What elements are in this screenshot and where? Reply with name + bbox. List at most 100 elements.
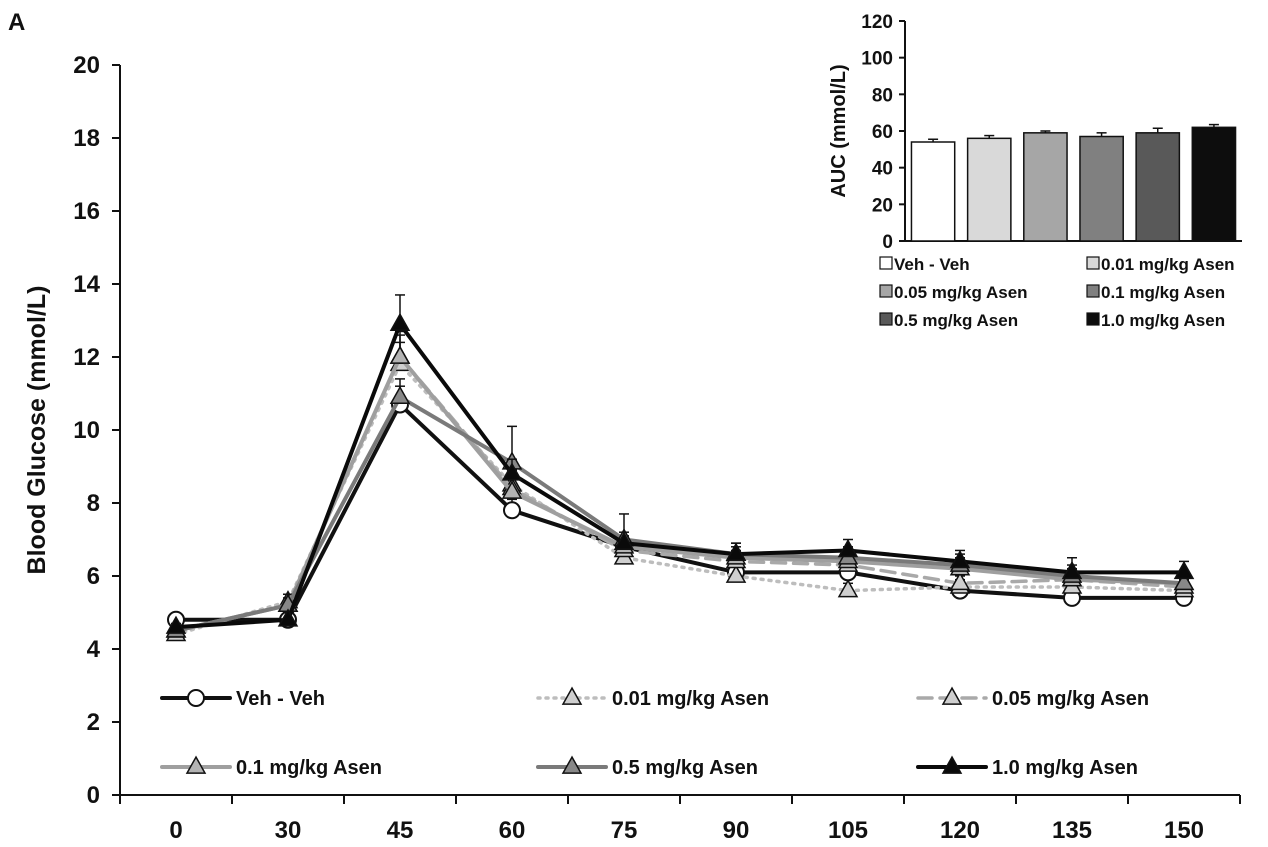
series-a10 [165,294,1195,634]
data-point [837,539,859,558]
legend-item-a001: 0.01 mg/kg Asen [536,686,769,710]
main-y-tick-label: 12 [73,344,100,371]
series-line [174,355,1186,633]
main-legend: Veh - Veh 0.01 mg/kg Asen 0.05 mg/kg Asen 0… [160,686,1149,779]
series-line [174,402,1186,622]
legend-label: Veh - Veh [236,688,325,710]
main-x-tick-label: 0 [169,817,182,844]
main-y-tick-label: 0 [87,782,100,809]
inset-legend-item: 0.5 mg/kg Asen [879,311,1018,330]
inset-y-tick-label: 80 [872,85,893,106]
series-line [174,322,1186,630]
inset-legend-label: 0.1 mg/kg Asen [1101,283,1225,302]
auc-bar [1191,126,1237,242]
inset-axes: 0 20 40 60 80 100 120 AUC (mmol/L) [828,12,1242,253]
main-y-tick-label: 10 [73,417,100,444]
inset-legend-item: 0.1 mg/kg Asen [1086,283,1225,302]
legend-marker [561,755,583,774]
panel-label: A [8,9,25,36]
inset-legend-label: 1.0 mg/kg Asen [1101,311,1225,330]
inset-legend-item: Veh - Veh [879,255,970,274]
inset-legend-label: 0.5 mg/kg Asen [894,311,1018,330]
data-point [389,385,411,404]
main-y-tick-label: 14 [73,271,100,298]
main-y-tick-label: 6 [87,563,100,590]
legend-item-a05: 0.5 mg/kg Asen [536,755,758,779]
series-veh [167,385,1193,629]
data-point [503,501,521,520]
legend-item-a10: 1.0 mg/kg Asen [916,755,1138,779]
inset-legend-swatch [1086,312,1100,326]
inset-legend: Veh - Veh 0.01 mg/kg Asen 0.05 mg/kg Asen 0… [879,255,1235,330]
main-y-tick-label: 16 [73,198,100,225]
legend-item-veh: Veh - Veh [160,688,325,710]
inset-legend-label: 0.05 mg/kg Asen [894,283,1028,302]
main-y-tick-label: 20 [73,52,100,79]
legend-marker [941,686,963,705]
main-x-tick-label: 105 [828,817,868,844]
main-y-tick-label: 2 [87,709,100,736]
main-y-axis-label: Blood Glucose (mmol/L) [23,286,51,575]
data-point [389,312,411,331]
inset-y-tick-label: 120 [861,12,893,33]
legend-marker [561,686,583,705]
inset-legend-item: 0.05 mg/kg Asen [879,283,1028,302]
legend-marker [187,689,205,707]
series-a01 [165,334,1195,638]
data-point [613,531,635,550]
data-point [277,608,299,627]
main-y-tick-label: 18 [73,125,100,152]
inset-bars [910,123,1237,242]
auc-bar [910,141,956,242]
auc-bar [1079,135,1124,242]
main-y-tick-label: 8 [87,490,100,517]
inset-y-tick-label: 100 [861,49,893,70]
data-point [1173,571,1195,591]
inset-y-tick-label: 60 [872,122,893,143]
auc-bar [966,137,1012,242]
legend-item-a005: 0.05 mg/kg Asen [916,686,1149,710]
auc-bar [1023,132,1068,242]
main-x-tick-label: 30 [275,817,302,844]
auc-bar [1135,132,1181,242]
legend-label: 1.0 mg/kg Asen [992,757,1138,779]
legend-marker [941,755,963,774]
main-x-tick-label: 75 [611,817,638,844]
data-point [389,345,411,364]
data-point [165,615,187,634]
main-axes: 0 2 4 6 8 10 12 14 16 18 20 0 30 45 60 75 90 105 120 135 150… [23,52,1241,844]
main-y-tick-label: 4 [87,636,101,663]
inset-legend-swatch [1086,284,1100,298]
data-point [1173,560,1195,580]
inset-legend-item: 1.0 mg/kg Asen [1086,311,1225,330]
data-point [949,549,971,569]
data-point [949,571,971,591]
data-point [725,542,747,561]
legend-label: 0.05 mg/kg Asen [992,688,1149,710]
legend-label: 0.1 mg/kg Asen [236,757,382,779]
series-a05 [165,378,1195,638]
legend-item-a01: 0.1 mg/kg Asen [160,755,382,779]
legend-marker [185,755,207,774]
inset-legend-item: 0.01 mg/kg Asen [1086,255,1235,274]
main-x-tick-label: 150 [1164,817,1204,844]
main-x-tick-label: 45 [387,817,414,844]
inset-legend-swatch [879,256,893,270]
series-a005 [165,330,1195,638]
data-point [725,564,747,583]
main-x-tick-label: 135 [1052,817,1092,844]
legend-label: 0.5 mg/kg Asen [612,757,758,779]
inset-legend-swatch [879,312,893,326]
inset-y-axis-label: AUC (mmol/L) [828,64,850,197]
inset-legend-swatch [879,284,893,298]
main-x-tick-label: 90 [723,817,750,844]
data-point [501,480,523,499]
legend-label: 0.01 mg/kg Asen [612,688,769,710]
inset-legend-label: 0.01 mg/kg Asen [1101,255,1235,274]
data-point [1061,560,1083,580]
series-line [174,355,1186,633]
main-series [165,294,1195,642]
inset-y-tick-label: 0 [882,232,893,253]
inset-y-tick-label: 20 [872,195,893,216]
